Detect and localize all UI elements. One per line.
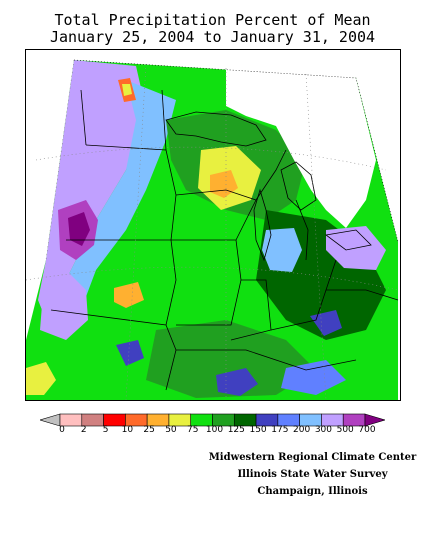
legend-tick-label: 25 [143, 425, 155, 435]
legend-tick-label: 300 [314, 425, 333, 435]
legend-tick-label: 100 [205, 425, 224, 435]
region-top-strip2 [122, 84, 132, 96]
region-blue-east [310, 310, 342, 336]
legend-tick-label: 2 [80, 425, 87, 435]
region-darkblue-se [216, 368, 258, 396]
graticule [26, 59, 399, 400]
region-orange-ia [114, 282, 144, 308]
precip-fill-layer [26, 60, 398, 400]
map-title-line1: Total Precipitation Percent of Mean [54, 11, 371, 29]
region-lightblue-band [66, 80, 176, 310]
region-lavender-west [38, 60, 146, 320]
map-title-line2: January 25, 2004 to January 31, 2004 [49, 28, 376, 46]
legend-tick-label: 200 [293, 425, 311, 435]
region-unmapped-ne [226, 60, 376, 228]
legend-tick-label: 500 [336, 425, 354, 435]
legend-tick-label: 10 [121, 425, 134, 435]
lake-outlines [165, 111, 372, 262]
state-borders [50, 89, 399, 391]
credit-line1: Midwestern Regional Climate Center [208, 452, 417, 463]
credit-line2: Illinois State Water Survey [237, 469, 388, 480]
region-lightblue-mi [262, 228, 302, 272]
region-darkgreen-south [146, 320, 316, 398]
region-lavender-sw [40, 270, 88, 340]
legend-arrow-low [40, 413, 61, 427]
map-canvas [26, 59, 399, 400]
legend-colorbar [40, 413, 385, 427]
legend-tick-label: 75 [186, 425, 199, 435]
legend-tick-label: 150 [249, 425, 267, 435]
domain-outline [73, 59, 399, 243]
legend-arrow-high [364, 413, 385, 427]
legend-tick-label: 0 [59, 425, 65, 435]
legend-tick-label: 5 [102, 425, 109, 435]
legend-tick-label: 700 [358, 425, 376, 435]
region-blue-se [281, 360, 346, 395]
legend-tick-label: 125 [227, 425, 245, 435]
region-blue-south [116, 340, 144, 366]
legend-tick-label: 50 [165, 425, 177, 435]
precipitation-map [25, 49, 401, 401]
legend-tick-label: 175 [271, 425, 289, 435]
credit-line3: Champaign, Illinois [257, 486, 368, 497]
region-yellowgreen-south [26, 362, 56, 395]
region-darkpurple-core [68, 212, 90, 246]
